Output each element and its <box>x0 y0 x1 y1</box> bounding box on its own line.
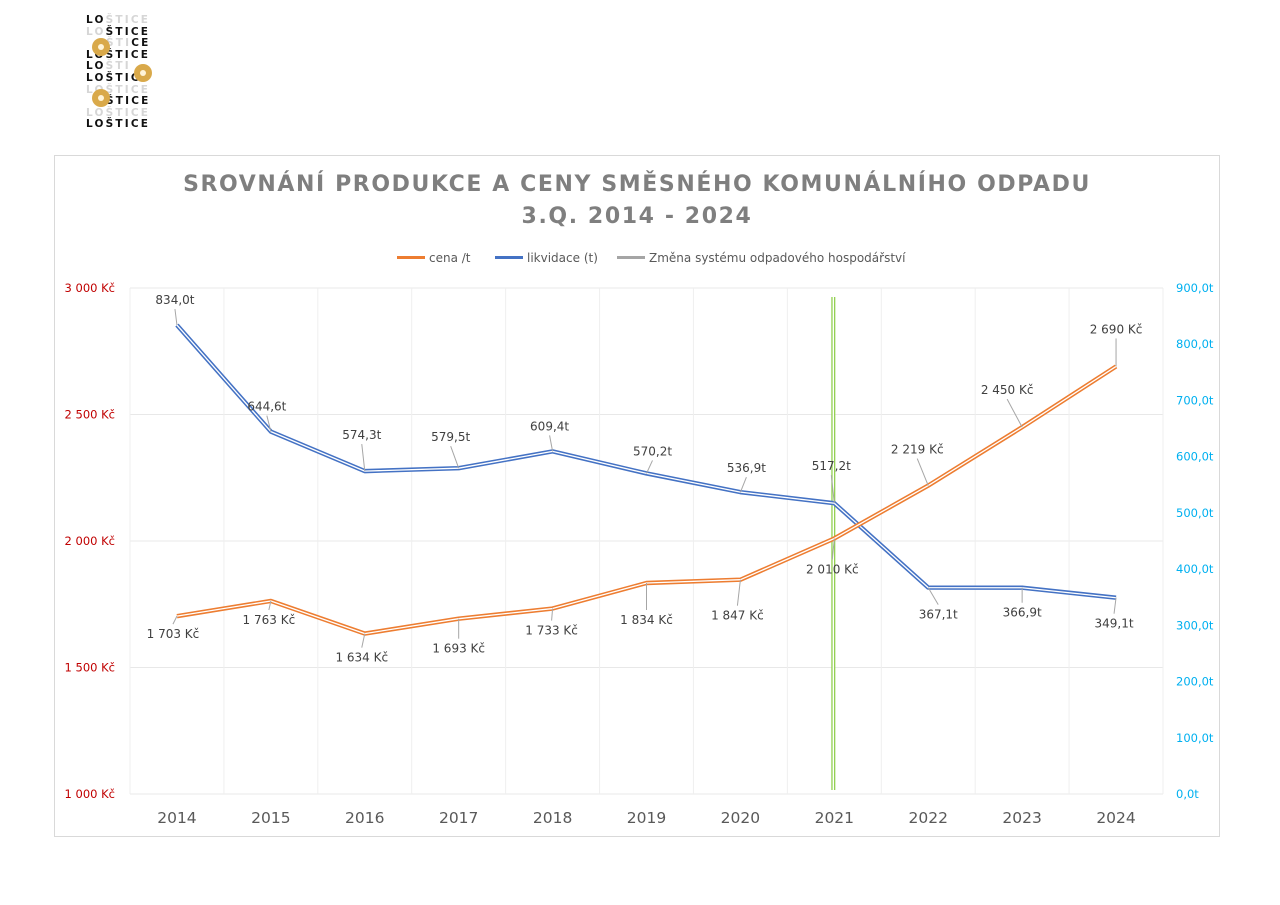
price-data-label: 1 763 Kč <box>243 613 296 627</box>
legend-swatch-price <box>397 256 425 259</box>
volume-data-label: 349,1t <box>1095 617 1134 631</box>
price-data-label: 1 634 Kč <box>335 651 388 665</box>
volume-data-label: 367,1t <box>919 608 958 622</box>
legend-label-volume: likvidace (t) <box>527 251 598 265</box>
legend-swatch-change <box>617 256 645 259</box>
volume-data-label: 536,9t <box>727 461 766 475</box>
x-axis-tick-label: 2017 <box>439 809 478 827</box>
price-data-label-leader <box>361 633 366 648</box>
x-axis-tick-label: 2019 <box>627 809 666 827</box>
right-axis-tick-label: 200,0t <box>1176 675 1214 689</box>
price-data-label-leader <box>268 600 272 611</box>
logo-text-line: LOŠTI <box>86 60 131 73</box>
volume-data-label-leader <box>646 460 653 474</box>
logo-dot-icon <box>92 38 110 56</box>
price-data-label: 1 733 Kč <box>525 624 578 638</box>
volume-data-label-leader <box>361 444 366 472</box>
right-axis-tick-label: 900,0t <box>1176 281 1214 295</box>
chart-subtitle: 3.Q. 2014 - 2024 <box>521 204 753 229</box>
price-data-label: 1 693 Kč <box>432 642 485 656</box>
x-axis-tick-label: 2018 <box>533 809 572 827</box>
logo-text-line: ŠTICE <box>106 95 151 108</box>
logo-dot-icon <box>92 89 110 107</box>
left-axis-tick-label: 1 000 Kč <box>65 787 115 801</box>
price-data-label: 2 010 Kč <box>806 562 859 576</box>
volume-data-label-leader <box>174 309 178 326</box>
price-data-label: 2 450 Kč <box>981 383 1034 397</box>
legend-label-price: cena /t <box>429 251 471 265</box>
volume-data-label: 574,3t <box>342 428 381 442</box>
logo-dot-icon <box>134 64 152 82</box>
right-axis-tick-label: 0,0t <box>1176 787 1199 801</box>
left-axis-tick-label: 3 000 Kč <box>65 281 115 295</box>
legend-item-volume: likvidace (t) <box>495 250 598 266</box>
price-data-label-leader <box>736 579 741 606</box>
legend-label-change: Změna systému odpadového hospodářství <box>649 251 906 265</box>
x-axis-tick-label: 2014 <box>157 809 196 827</box>
logo-text-line: LOŠTICE <box>86 118 151 131</box>
x-axis-tick-label: 2024 <box>1096 809 1135 827</box>
price-data-label: 2 690 Kč <box>1090 322 1143 336</box>
volume-data-label-leader <box>266 415 272 432</box>
chart-title: SROVNÁNÍ PRODUKCE A CENY SMĚSNÉHO KOMUNÁ… <box>183 172 1091 197</box>
chart-legend: cena /t likvidace (t) Změna systému odpa… <box>0 250 1280 266</box>
volume-data-label-leader <box>830 475 835 504</box>
right-axis-tick-label: 600,0t <box>1176 450 1214 464</box>
volume-data-label: 517,2t <box>812 459 851 473</box>
left-axis-tick-label: 2 500 Kč <box>65 408 115 422</box>
volume-data-label: 834,0t <box>155 293 194 307</box>
x-axis-tick-label: 2021 <box>815 809 854 827</box>
right-axis-tick-label: 400,0t <box>1176 562 1214 576</box>
price-data-label: 1 834 Kč <box>620 613 673 627</box>
price-data-label-leader <box>172 615 178 625</box>
x-axis-tick-label: 2016 <box>345 809 384 827</box>
x-axis-tick-label: 2022 <box>909 809 948 827</box>
right-axis-tick-label: 500,0t <box>1176 506 1214 520</box>
volume-data-label: 570,2t <box>633 444 672 458</box>
price-data-label-leader <box>1006 398 1023 428</box>
volume-data-label-leader <box>450 446 460 469</box>
price-data-label: 1 703 Kč <box>147 627 200 641</box>
left-axis-tick-label: 2 000 Kč <box>65 534 115 548</box>
logo-text-line: LOŠTICE <box>86 106 151 119</box>
volume-data-label-leader <box>549 435 554 452</box>
x-axis-tick-label: 2020 <box>721 809 760 827</box>
volume-data-label: 609,4t <box>530 419 569 433</box>
price-data-label: 2 219 Kč <box>891 443 944 457</box>
x-axis-tick-label: 2023 <box>1002 809 1041 827</box>
legend-swatch-volume <box>495 256 523 259</box>
right-axis-tick-label: 100,0t <box>1176 731 1214 745</box>
volume-data-label-leader <box>739 476 747 493</box>
legend-item-price: cena /t <box>397 250 471 266</box>
volume-data-label: 579,5t <box>431 430 470 444</box>
legend-item-change: Změna systému odpadového hospodářství <box>617 250 905 266</box>
right-axis-tick-label: 700,0t <box>1176 393 1214 407</box>
x-axis-tick-label: 2015 <box>251 809 290 827</box>
left-axis-tick-label: 1 500 Kč <box>65 661 115 675</box>
price-data-label-leader <box>551 608 554 621</box>
logo-text-line: LOŠTICE <box>86 14 151 26</box>
volume-data-label: 366,9t <box>1003 606 1042 620</box>
logo-text-line: LOŠTICE <box>86 25 151 38</box>
price-data-label-leader <box>916 458 929 486</box>
logo-text-line: ŠTICE <box>106 37 151 50</box>
price-data-label-leader <box>831 538 835 560</box>
volume-data-label: 644,6t <box>247 400 286 414</box>
price-data-label: 1 847 Kč <box>711 609 764 623</box>
chart-frame <box>54 155 1220 837</box>
volume-data-label-leader <box>927 587 939 605</box>
right-axis-tick-label: 300,0t <box>1176 618 1214 632</box>
volume-data-label-leader <box>1113 597 1117 614</box>
right-axis-tick-label: 800,0t <box>1176 337 1214 351</box>
loštice-logo: LOŠTICELOŠTICEŠTICELOŠTICELOŠTILOŠTICELO… <box>86 14 166 134</box>
